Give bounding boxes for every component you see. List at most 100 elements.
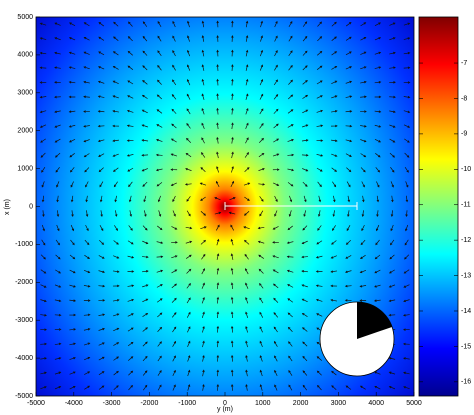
quiver-arrow <box>388 371 396 375</box>
quiver-arrow <box>245 64 249 71</box>
quiver-arrow <box>98 36 105 41</box>
quiver-arrow <box>273 123 279 129</box>
quiver-arrow <box>85 224 89 232</box>
quiver-arrow <box>287 182 294 187</box>
quiver-arrow <box>156 255 164 259</box>
quiver-arrow <box>142 269 149 273</box>
quiver-arrow <box>156 182 163 187</box>
quiver-arrow <box>157 312 163 318</box>
quiver-arrow <box>142 370 148 376</box>
quiver-arrow <box>403 124 411 128</box>
quiver-arrow <box>259 210 264 217</box>
quiver-arrow <box>201 253 206 260</box>
quiver-arrow <box>216 282 220 289</box>
quiver-arrow <box>316 167 323 172</box>
quiver-arrow <box>54 138 61 143</box>
quiver-arrow <box>345 95 353 98</box>
quiver-arrow <box>97 95 105 98</box>
quiver-arrow <box>273 108 279 114</box>
quiver-arrow <box>40 299 47 303</box>
quiver-arrow <box>127 327 134 332</box>
quiver-arrow <box>216 340 220 348</box>
quiver-arrow <box>317 21 322 27</box>
quiver-arrow <box>243 182 251 186</box>
quiver-arrow <box>98 342 105 346</box>
quiver-arrow <box>259 355 263 362</box>
quiver-arrow <box>69 254 76 260</box>
quiver-arrow <box>40 314 47 317</box>
quiver-arrow <box>230 296 234 304</box>
quiver-arrow <box>403 95 411 99</box>
quiver-arrow <box>287 284 294 288</box>
quiver-arrow <box>141 124 148 128</box>
quiver-arrow <box>216 64 219 71</box>
quiver-arrow <box>172 79 177 86</box>
quiver-arrow <box>113 21 119 27</box>
quiver-arrow <box>360 22 367 27</box>
quiver-arrow <box>155 153 163 157</box>
quiver-arrow <box>69 269 76 274</box>
quiver-arrow <box>98 313 106 316</box>
quiver-arrow <box>99 195 103 203</box>
quiver-arrow <box>230 180 235 188</box>
quiver-arrow <box>142 50 148 56</box>
quiver-arrow <box>274 50 278 57</box>
quiver-arrow <box>113 370 119 376</box>
quiver-arrow <box>245 311 249 319</box>
quiver-arrow <box>344 299 352 302</box>
quiver-arrow <box>185 240 193 244</box>
quiver-arrow <box>113 385 119 391</box>
quiver-arrow <box>156 241 164 244</box>
quiver-arrow <box>84 371 91 375</box>
quiver-arrow <box>216 325 220 333</box>
quiver-arrow <box>185 254 192 259</box>
quiver-arrow <box>157 326 163 333</box>
quiver-arrow <box>142 341 148 347</box>
quiver-arrow <box>404 138 410 143</box>
quiver-arrow <box>98 51 105 56</box>
quiver-arrow <box>243 211 250 216</box>
quiver-arrow <box>171 94 177 100</box>
quiver-arrow <box>69 153 75 158</box>
quiver-arrow <box>374 51 382 55</box>
quiver-arrow <box>156 109 163 114</box>
quiver-arrow <box>388 284 396 288</box>
quiver-arrow <box>360 125 367 128</box>
quiver-arrow <box>201 282 205 289</box>
quiver-arrow <box>403 386 410 390</box>
quiver-arrow <box>361 181 365 188</box>
quiver-arrow <box>216 78 219 86</box>
x-tick-label: 0 <box>223 400 227 407</box>
quiver-arrow <box>274 369 278 377</box>
quiver-arrow <box>389 81 396 84</box>
quiver-arrow <box>315 255 323 259</box>
quiver-arrow <box>345 51 352 56</box>
quiver-arrow <box>331 21 337 27</box>
quiver-arrow <box>405 224 409 232</box>
quiver-arrow <box>83 299 91 302</box>
quiver-arrow <box>186 268 192 274</box>
quiver-arrow <box>127 298 135 302</box>
quiver-arrow <box>40 342 47 346</box>
quiver-arrow <box>272 168 280 171</box>
quiver-arrow <box>98 66 105 70</box>
quiver-arrow <box>85 181 89 188</box>
quiver-arrow <box>69 328 77 331</box>
quiver-arrow <box>228 211 236 215</box>
quiver-arrow <box>303 195 307 203</box>
quiver-arrow <box>331 36 337 41</box>
quiver-arrow <box>83 51 90 55</box>
quiver-field <box>39 20 411 391</box>
quiver-arrow <box>157 225 163 231</box>
quiver-arrow <box>360 66 367 70</box>
quiver-arrow <box>390 239 395 246</box>
quiver-arrow <box>54 95 61 99</box>
quiver-arrow <box>331 167 338 172</box>
quiver-arrow <box>272 226 279 230</box>
quiver-arrow <box>345 385 352 390</box>
quiver-arrow <box>273 94 279 100</box>
quiver-arrow <box>389 254 395 260</box>
quiver-arrow <box>403 357 410 360</box>
quiver-arrow <box>331 240 337 245</box>
quiver-arrow <box>258 183 266 186</box>
